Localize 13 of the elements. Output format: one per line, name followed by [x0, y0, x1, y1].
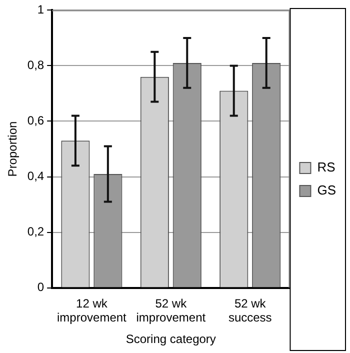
y-tick-label: 1: [37, 2, 44, 17]
x-tick-label: 12 wk improvement: [57, 296, 128, 325]
legend-label: GS: [317, 182, 336, 198]
y-tick-label: 0,8: [27, 58, 44, 72]
y-tick-label: 0,2: [27, 224, 44, 239]
x-tick-label: 52 wk improvement: [136, 296, 206, 325]
x-tick-label: 52 wk success: [228, 296, 272, 325]
x-axis-title: Scoring category: [126, 332, 216, 346]
y-axis-title: Proportion: [6, 121, 20, 177]
y-tick-label: 0,6: [27, 114, 44, 128]
legend-label: RS: [317, 160, 336, 175]
y-tick-label: 0,4: [27, 169, 44, 184]
y-tick-label: 0: [37, 280, 44, 294]
